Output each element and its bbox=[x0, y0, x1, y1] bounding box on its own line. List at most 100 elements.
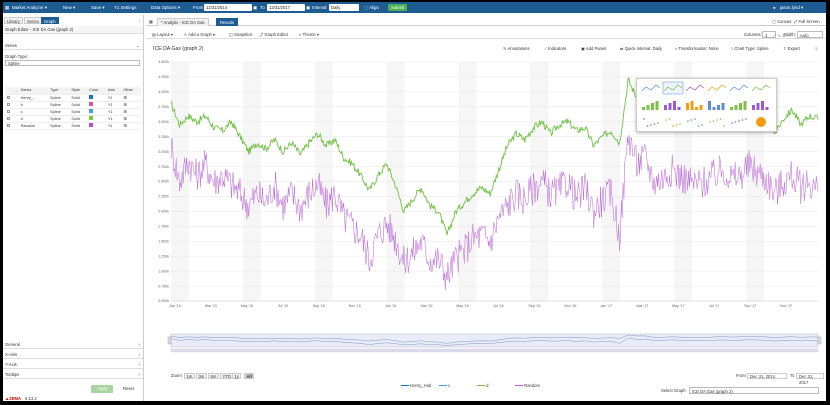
width-select[interactable]: Auto bbox=[797, 31, 823, 38]
series-row[interactable]: Random Spline Solid Y1 ⊞ bbox=[5, 122, 141, 130]
scatter-chart-type-icon[interactable] bbox=[723, 125, 725, 127]
zoom-1y-button[interactable]: 1y bbox=[232, 373, 242, 379]
tab-series[interactable]: Series bbox=[24, 17, 42, 24]
layout-menu[interactable]: ▤ Layout ▾ bbox=[152, 32, 173, 37]
from-date-input[interactable]: 12/31/2014 bbox=[204, 4, 252, 11]
graph-editor-button[interactable]: ⤴ Graph Editor bbox=[259, 32, 289, 37]
series-style[interactable]: Solid bbox=[71, 102, 80, 107]
selected-chart-type[interactable] bbox=[662, 81, 684, 95]
scatter-chart-type-icon[interactable] bbox=[687, 120, 689, 122]
new-menu[interactable]: New ▾ bbox=[63, 5, 76, 10]
market-analyzer-menu[interactable]: Market Analyzer ▾ bbox=[12, 5, 47, 10]
bar-chart-type-icon[interactable] bbox=[677, 107, 681, 110]
scatter-chart-type-icon[interactable] bbox=[694, 118, 696, 120]
series-section-header[interactable]: Series ⌄ bbox=[3, 42, 143, 50]
scatter-chart-type-icon[interactable] bbox=[690, 119, 693, 121]
row-checkbox[interactable] bbox=[7, 123, 10, 127]
settings-icon[interactable]: ⊞ bbox=[123, 124, 127, 128]
bar-chart-type-icon[interactable] bbox=[739, 103, 742, 110]
scatter-chart-type-icon[interactable] bbox=[701, 124, 703, 126]
row-checkbox[interactable] bbox=[7, 95, 10, 99]
legend-item[interactable]: c bbox=[439, 383, 450, 388]
scatter-chart-type-icon[interactable] bbox=[697, 125, 700, 127]
color-swatch[interactable] bbox=[89, 95, 93, 99]
scatter-chart-type-icon[interactable] bbox=[672, 125, 674, 127]
graph-action-icons[interactable]: ⤢ ✎ ⧉ ✕ bbox=[773, 33, 790, 38]
apply-button[interactable]: Apply bbox=[91, 385, 114, 393]
scatter-chart-type-icon[interactable] bbox=[738, 120, 740, 122]
line-chart-type-icon[interactable] bbox=[663, 84, 683, 92]
chart-type-button[interactable]: ⌇ Chart Type: Spline bbox=[731, 46, 769, 51]
save-menu[interactable]: Save ▾ bbox=[91, 5, 105, 10]
legend-item[interactable]: Random bbox=[515, 383, 540, 388]
scatter-chart-type-icon[interactable] bbox=[675, 124, 678, 126]
settings-menu[interactable]: Y1 Settings bbox=[114, 5, 137, 10]
scatter-chart-type-icon[interactable] bbox=[731, 122, 733, 124]
bar-chart-type-icon[interactable] bbox=[695, 107, 698, 110]
grid-icon[interactable]: ▦ bbox=[149, 19, 153, 24]
scatter-chart-type-icon[interactable] bbox=[741, 119, 744, 121]
tab-graph[interactable]: Graph bbox=[41, 17, 59, 24]
settings-icon[interactable]: ⊞ bbox=[123, 117, 127, 121]
series-axis[interactable]: Y1 bbox=[107, 95, 113, 100]
settings-icon[interactable]: ⊞ bbox=[123, 110, 127, 114]
indicators-button[interactable]: ⟋ Indicators bbox=[544, 46, 567, 51]
bar-chart-type-icon[interactable] bbox=[686, 103, 689, 110]
series-axis[interactable]: Y1 bbox=[107, 116, 113, 121]
line-chart-type-icon[interactable] bbox=[729, 84, 749, 92]
series-style[interactable]: Solid bbox=[71, 95, 80, 100]
align-toggle[interactable]: ⬚ Align bbox=[364, 5, 379, 10]
series-row[interactable]: b Spline Solid Y1 ⊞ bbox=[5, 101, 141, 109]
series-style[interactable]: Solid bbox=[71, 123, 80, 128]
row-checkbox[interactable] bbox=[7, 109, 10, 113]
grid-icon[interactable]: ▦ bbox=[5, 5, 10, 10]
series-axis[interactable]: Y1 bbox=[107, 102, 113, 107]
series-type[interactable]: Spline bbox=[50, 123, 61, 128]
quick-interval-button[interactable]: ⇄ Quick Interval: Daily bbox=[620, 46, 662, 51]
scatter-chart-type-icon[interactable] bbox=[650, 124, 652, 126]
row-checkbox[interactable] bbox=[7, 102, 10, 106]
color-swatch[interactable] bbox=[89, 109, 93, 113]
user-menu[interactable]: jason.lynd ▾ bbox=[780, 5, 804, 10]
settings-icon[interactable]: ⊞ bbox=[123, 96, 127, 100]
annotations-button[interactable]: ✎ Annotations bbox=[503, 46, 530, 51]
bar-chart-type-icon[interactable] bbox=[734, 105, 738, 110]
scatter-chart-type-icon[interactable] bbox=[665, 119, 667, 121]
columns-select[interactable]: 1 bbox=[762, 31, 776, 38]
bar-chart-type-icon[interactable] bbox=[664, 105, 667, 110]
scatter-chart-type-icon[interactable] bbox=[712, 120, 715, 122]
scatter-chart-type-icon[interactable] bbox=[646, 125, 649, 127]
scatter-chart-type-icon[interactable] bbox=[745, 118, 747, 120]
graph-type-select[interactable]: Spline bbox=[5, 60, 140, 66]
row-checkbox[interactable] bbox=[7, 116, 10, 120]
range-from-input[interactable]: Dec 31, 2014 bbox=[747, 373, 787, 379]
bar-chart-type-icon[interactable] bbox=[717, 105, 720, 110]
submit-button[interactable]: Submit bbox=[388, 4, 408, 11]
scatter-chart-type-icon[interactable] bbox=[657, 122, 659, 124]
interval-select[interactable]: Daily bbox=[329, 4, 359, 11]
series-style[interactable]: Solid bbox=[71, 109, 80, 114]
tab-results[interactable]: Results bbox=[216, 18, 238, 26]
series-type[interactable]: Spline bbox=[50, 102, 61, 107]
bar-chart-type-icon[interactable] bbox=[752, 105, 755, 110]
bar-chart-type-icon[interactable] bbox=[699, 105, 703, 110]
series-style[interactable]: Solid bbox=[71, 116, 80, 121]
tab-library[interactable]: Library bbox=[4, 17, 23, 24]
series-row[interactable]: d Spline Solid Y1 ⊞ bbox=[5, 115, 141, 123]
scatter-chart-type-icon[interactable] bbox=[716, 119, 718, 121]
scatter-chart-type-icon[interactable] bbox=[719, 118, 722, 120]
bar-chart-type-icon[interactable] bbox=[756, 103, 760, 110]
export-button[interactable]: ⇪ Export bbox=[783, 46, 800, 51]
x-axis-section[interactable]: X-Axis › bbox=[3, 351, 143, 359]
line-chart-type-icon[interactable] bbox=[685, 84, 705, 92]
bar-chart-type-icon[interactable] bbox=[712, 107, 716, 110]
y-axis-section[interactable]: Y-Axis › bbox=[3, 361, 143, 369]
zoom-1m-button[interactable]: 1m bbox=[184, 373, 195, 379]
bar-chart-type-icon[interactable] bbox=[646, 105, 650, 110]
bar-chart-type-icon[interactable] bbox=[743, 101, 747, 110]
color-swatch[interactable] bbox=[89, 116, 93, 120]
fullscreen-button[interactable]: ⤢ Full Screen bbox=[794, 19, 820, 24]
bar-chart-type-icon[interactable] bbox=[721, 103, 725, 110]
bar-chart-type-icon[interactable] bbox=[673, 101, 676, 110]
pie-chart-type-icon[interactable] bbox=[756, 117, 766, 127]
